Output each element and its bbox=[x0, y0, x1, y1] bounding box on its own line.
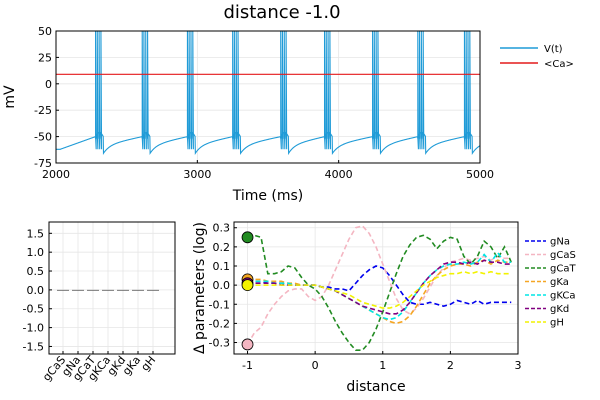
voltage-axes-frame bbox=[55, 30, 481, 164]
parameters-grid bbox=[234, 222, 519, 354]
legend-label-gh: gH bbox=[550, 318, 564, 329]
parameters-plot-area bbox=[241, 224, 512, 351]
legend-label-gka: gKa bbox=[550, 277, 569, 288]
bar-y-tick-label: 1.5 bbox=[27, 227, 45, 240]
voltage-y-tick-label: 50 bbox=[38, 25, 52, 38]
voltage-y-tick-label: -25 bbox=[34, 104, 52, 117]
bar-y-tick-label: -1.5 bbox=[23, 340, 44, 353]
legend-label-gkd: gKd bbox=[550, 304, 569, 315]
bar-gkca bbox=[102, 289, 114, 291]
bar-gcas bbox=[57, 289, 69, 291]
marker-gcas bbox=[241, 338, 254, 351]
bar-gcat bbox=[87, 289, 99, 291]
voltage-y-tick-label: 25 bbox=[38, 51, 52, 64]
parameters-x-tick-label: 0 bbox=[312, 359, 319, 372]
parameters-y-tick-label: 0.0 bbox=[213, 279, 231, 292]
voltage-plot-area bbox=[56, 30, 481, 156]
parameters-line-gna bbox=[247, 265, 512, 308]
bar-gka bbox=[132, 289, 144, 291]
parameters-x-tick-label: 1 bbox=[379, 359, 386, 372]
parameters-line-gkca bbox=[247, 251, 512, 321]
parameters-y-axis-label: Δ parameters (log) bbox=[192, 222, 208, 354]
legend-label-gkca: gKCa bbox=[550, 291, 575, 302]
legend-label-vt: V(t) bbox=[544, 44, 563, 55]
bar-y-tick-label: -0.5 bbox=[23, 303, 44, 316]
voltage-x-tick-label: 2000 bbox=[42, 168, 70, 181]
voltage-y-tick-label: -75 bbox=[34, 157, 52, 170]
legend-label-gcas: gCaS bbox=[550, 250, 576, 261]
bar-gna bbox=[72, 289, 84, 291]
voltage-y-tick-label: 0 bbox=[45, 78, 52, 91]
bar-gkd bbox=[117, 289, 129, 291]
legend-label-ca: <Ca> bbox=[544, 59, 574, 70]
voltage-trace bbox=[56, 30, 481, 156]
voltage-y-axis-label: mV bbox=[2, 85, 18, 109]
voltage-chart-title: distance -1.0 bbox=[223, 2, 340, 23]
voltage-x-tick-label: 3000 bbox=[183, 168, 211, 181]
parameters-x-tick-label: -1 bbox=[242, 359, 253, 372]
parameters-ticks: -1 0 1 2 3 0.3 0.2 0.1 0.0 -0.1 -0.2 -0.3 bbox=[209, 222, 522, 372]
bar-gh bbox=[147, 289, 159, 291]
parameters-line-gh bbox=[247, 270, 512, 309]
parameters-y-tick-label: 0.1 bbox=[213, 260, 231, 273]
parameters-y-tick-label: -0.3 bbox=[209, 337, 230, 350]
parameters-legend: gNa gCaS gCaT gKa gKCa gKd gH bbox=[525, 237, 576, 329]
parameters-x-tick-label: 3 bbox=[515, 359, 522, 372]
parameters-axes-frame bbox=[233, 221, 519, 355]
legend-label-gcat: gCaT bbox=[550, 264, 576, 275]
parameters-line-gcas bbox=[246, 224, 512, 345]
parameters-y-tick-label: -0.1 bbox=[209, 298, 230, 311]
voltage-x-tick-label: 5000 bbox=[466, 168, 494, 181]
voltage-legend: V(t) <Ca> bbox=[500, 44, 574, 70]
parameters-x-axis-label: distance bbox=[346, 379, 405, 395]
parameters-y-tick-label: -0.2 bbox=[209, 317, 230, 330]
legend-label-gna: gNa bbox=[550, 237, 570, 248]
parameters-y-tick-label: 0.2 bbox=[213, 241, 231, 254]
voltage-ticks: 2000 3000 4000 5000 50 25 0 -25 -50 -75 bbox=[34, 25, 494, 181]
voltage-x-tick-label: 4000 bbox=[325, 168, 353, 181]
bar-x-tick-label-gh: gH bbox=[139, 354, 159, 374]
voltage-grid bbox=[55, 30, 481, 164]
voltage-y-tick-label: -50 bbox=[34, 131, 52, 144]
parameters-line-gkd bbox=[247, 259, 512, 315]
parameters-x-tick-label: 2 bbox=[447, 359, 454, 372]
voltage-panel: distance -1.0 2000 3000 4000 5000 50 25 0 -25 -5… bbox=[2, 2, 574, 204]
parameters-line-gcat bbox=[247, 234, 512, 351]
bar-grid bbox=[49, 222, 175, 354]
marker-gh bbox=[241, 279, 254, 292]
bar-y-tick-label: 1.0 bbox=[27, 246, 45, 259]
bar-y-tick-label: 0.5 bbox=[27, 265, 45, 278]
bar-axes-frame bbox=[48, 221, 176, 355]
voltage-x-axis-label: Time (ms) bbox=[232, 188, 304, 204]
bar-y-tick-label: -1.0 bbox=[23, 322, 44, 335]
bar-plot-area bbox=[57, 289, 159, 291]
marker-gcat bbox=[241, 231, 254, 244]
bar-panel: 1.51.00.50.0-0.5-1.0-1.5gCaSgNagCaTgKCag… bbox=[23, 221, 176, 384]
parameters-y-tick-label: 0.3 bbox=[213, 222, 231, 235]
parameters-panel: -1 0 1 2 30.30.20.10.0-0.1-0.2-0.3 distance … bbox=[192, 221, 576, 395]
bar-y-tick-label: 0.0 bbox=[27, 284, 45, 297]
